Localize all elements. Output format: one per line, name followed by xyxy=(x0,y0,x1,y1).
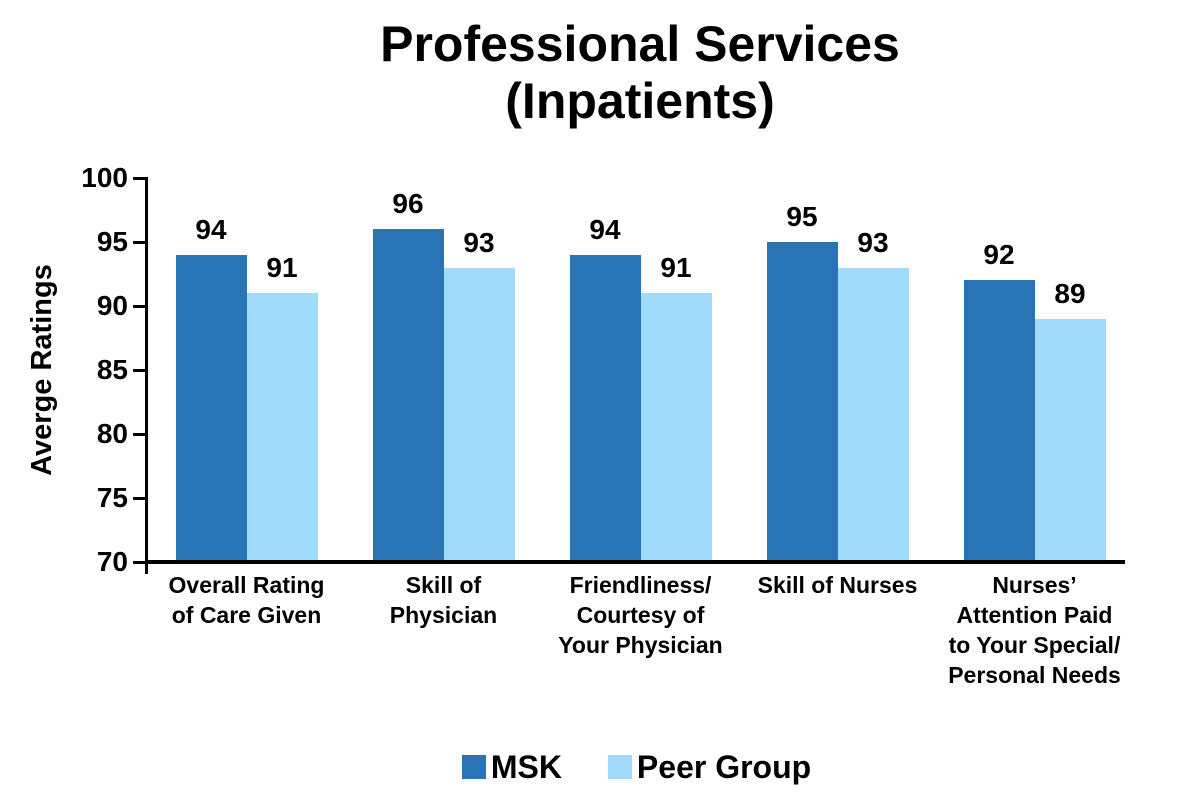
y-tick-label-100: 100 xyxy=(81,162,128,193)
bar-value-label-msk-0: 94 xyxy=(195,213,227,245)
bar-value-label-msk-1: 96 xyxy=(392,188,424,220)
x-category-label-2: Friendliness/ Courtesy of Your Physician xyxy=(558,572,723,658)
bar-peer-group-2 xyxy=(640,293,712,562)
legend-item-msk: MSK xyxy=(461,749,562,785)
bar-msk-3 xyxy=(766,242,838,562)
y-tick-90 xyxy=(133,304,147,308)
y-tick-70 xyxy=(133,560,147,564)
y-tick-label-95: 95 xyxy=(96,226,128,257)
legend-swatch-peer-group xyxy=(607,755,632,779)
bar-value-label-msk-2: 94 xyxy=(589,213,621,245)
y-tick-label-90: 90 xyxy=(96,290,128,321)
bar-value-label-msk-4: 92 xyxy=(983,239,1015,271)
bar-peer-group-1 xyxy=(443,267,515,562)
bar-value-label-peer-group-4: 89 xyxy=(1054,277,1086,309)
bar-msk-1 xyxy=(372,229,444,562)
y-tick-label-80: 80 xyxy=(96,418,128,449)
bar-peer-group-4 xyxy=(1034,318,1106,562)
y-tick-label-75: 75 xyxy=(96,482,128,513)
bar-value-label-peer-group-3: 93 xyxy=(857,226,889,258)
legend-label-peer-group: Peer Group xyxy=(636,749,812,785)
y-tick-100 xyxy=(133,176,147,180)
y-tick-75 xyxy=(133,496,147,500)
bar-msk-2 xyxy=(569,254,641,562)
bar-peer-group-0 xyxy=(246,293,318,562)
x-axis-origin-tick xyxy=(145,564,148,574)
x-category-label-0: Overall Rating of Care Given xyxy=(168,572,325,628)
bar-value-label-peer-group-0: 91 xyxy=(266,252,298,284)
y-tick-label-70: 70 xyxy=(96,546,128,577)
y-axis-line xyxy=(145,177,148,566)
legend-label-msk: MSK xyxy=(490,749,562,785)
bar-value-label-peer-group-2: 91 xyxy=(660,252,692,284)
chart-title-line-1: Professional Services xyxy=(380,16,900,72)
bar-msk-4 xyxy=(963,280,1035,562)
chart-title-line-2: (Inpatients) xyxy=(505,73,775,129)
bar-value-label-peer-group-1: 93 xyxy=(463,226,495,258)
bar-peer-group-3 xyxy=(837,267,909,562)
x-axis-line xyxy=(145,560,1125,564)
y-tick-label-85: 85 xyxy=(96,354,128,385)
bar-value-label-msk-3: 95 xyxy=(786,201,818,232)
x-category-label-4: Nurses’ Attention Paid to Your Special/ … xyxy=(948,572,1121,688)
legend-swatch-msk xyxy=(461,755,486,779)
legend-item-peer-group: Peer Group xyxy=(607,749,812,785)
legend: MSK Peer Group xyxy=(148,748,1125,786)
x-category-label-3: Skill of Nurses xyxy=(757,572,918,598)
x-category-label-1: Skill of Physician xyxy=(389,572,498,628)
y-tick-85 xyxy=(133,368,147,372)
y-tick-95 xyxy=(133,240,147,244)
bar-msk-0 xyxy=(175,254,247,562)
chart-title: Professional Services (Inpatients) xyxy=(140,16,1140,130)
y-tick-80 xyxy=(133,432,147,436)
